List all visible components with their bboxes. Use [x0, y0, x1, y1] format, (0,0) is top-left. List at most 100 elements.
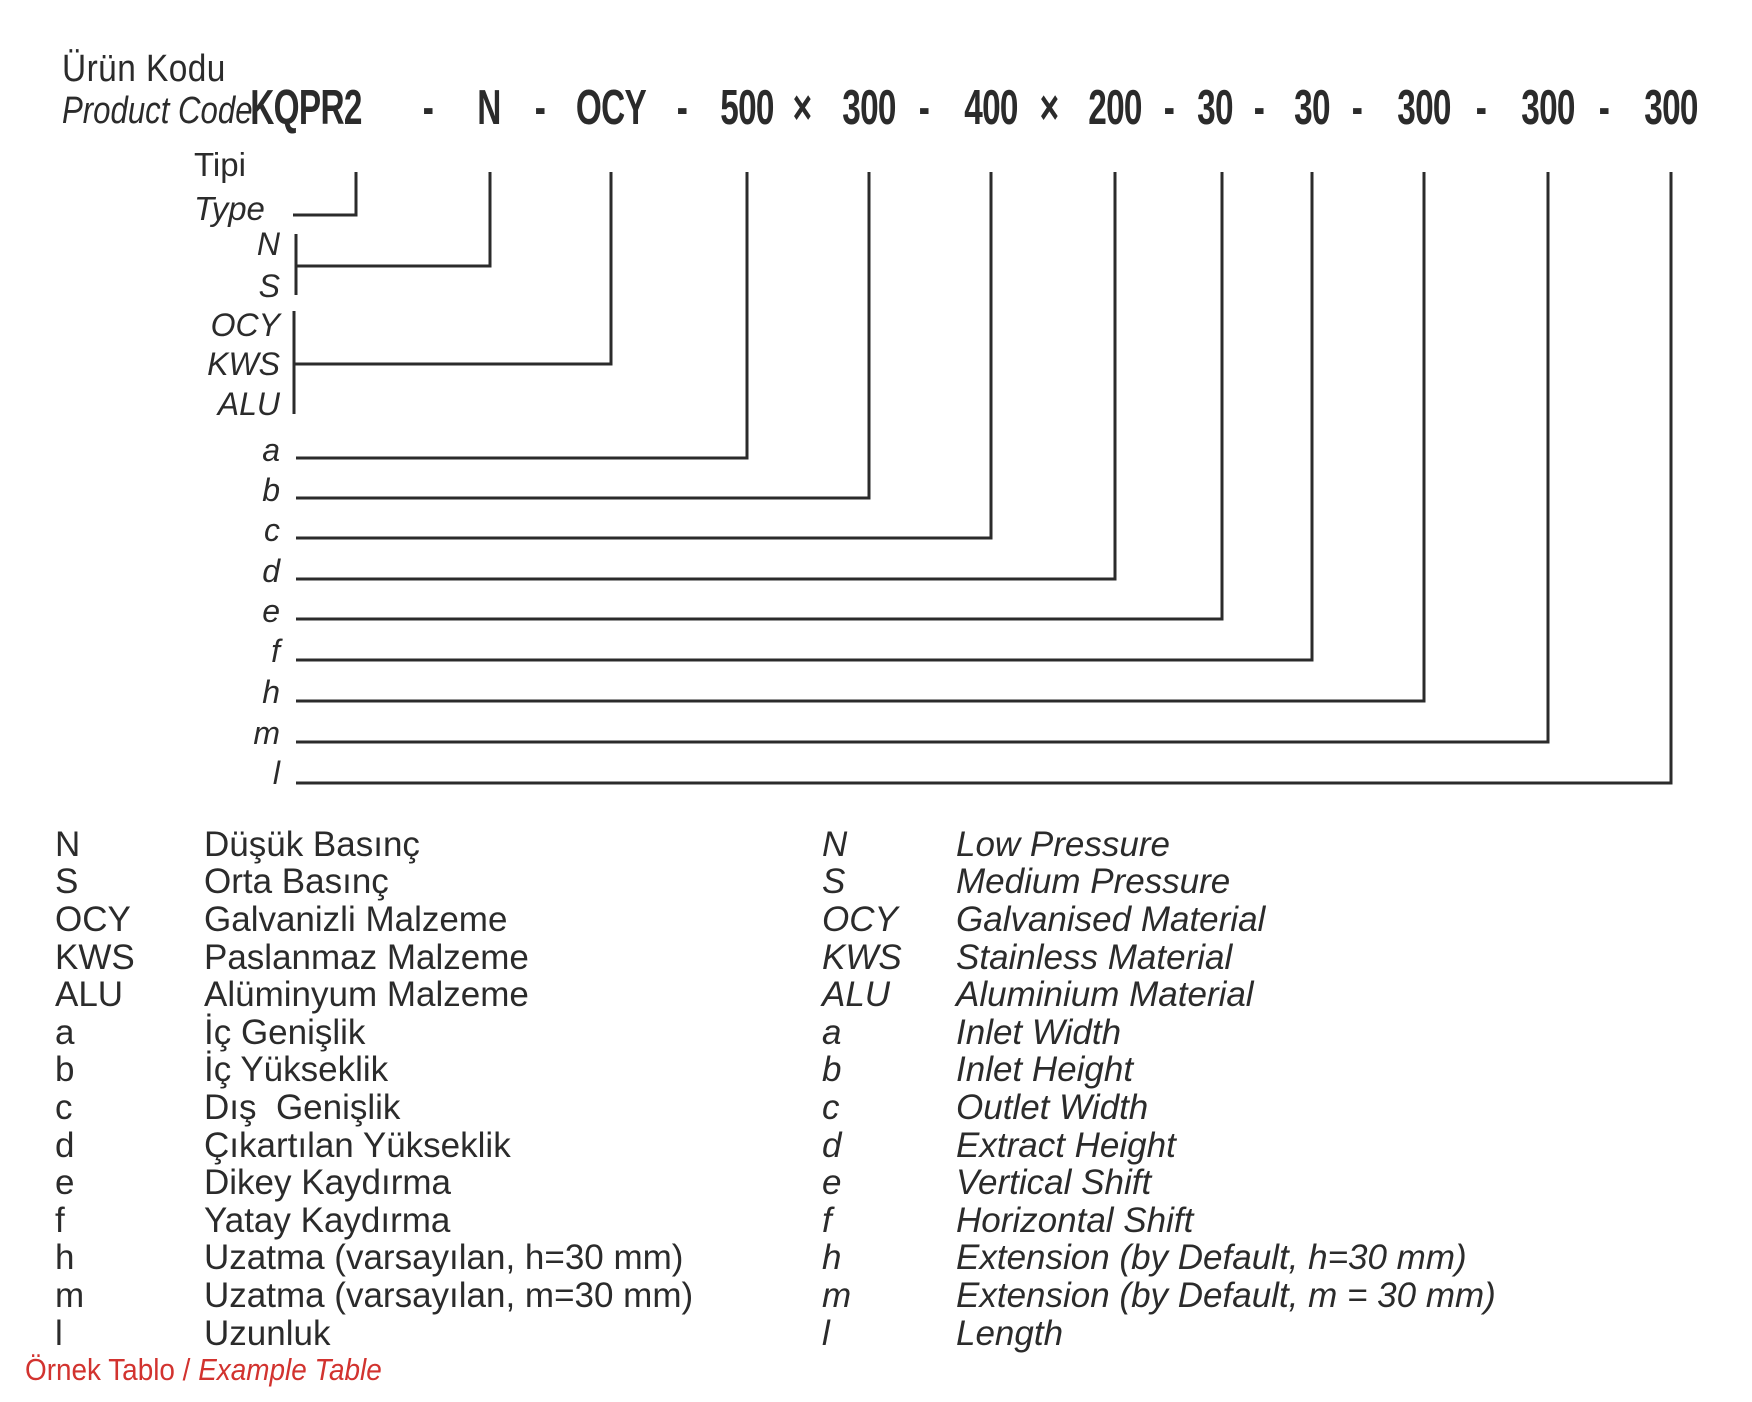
tree-label-S: S: [258, 268, 280, 304]
legend-row-f: f Horizontal Shift: [822, 1200, 1496, 1240]
legend-row-OCY: OCY Galvanised Material: [822, 899, 1496, 939]
legend-label-en: Stainless Material: [956, 937, 1233, 977]
caption-separator: /: [174, 1352, 199, 1387]
legend-row-l: l Uzunluk: [55, 1313, 693, 1353]
legend-row-a: a İç Genişlik: [55, 1012, 693, 1052]
tree-label-b: b: [262, 472, 280, 508]
legend-label-en: Vertical Shift: [956, 1163, 1152, 1203]
legend-label-en: Extract Height: [956, 1125, 1176, 1165]
type-label-turkish: Tipi: [194, 146, 246, 183]
code-segment: -: [1475, 81, 1487, 135]
legend-key: b: [55, 1050, 75, 1090]
caption-english: Example Table: [198, 1352, 382, 1387]
connector-e-branch: [296, 172, 1224, 621]
legend-label-tr: Uzunluk: [204, 1313, 331, 1353]
legend-turkish: N Düşük Basınç S Orta Basınç OCY Galvanizli M…: [55, 824, 694, 1353]
code-segment: 300: [1644, 81, 1698, 135]
connector-d-branch: [296, 172, 1117, 581]
connector-material-branch: [294, 172, 613, 366]
code-segment: 200: [1088, 81, 1142, 135]
code-segment: 300: [1521, 81, 1575, 135]
legend-key: l: [822, 1313, 830, 1353]
legend-label-en: Horizontal Shift: [956, 1200, 1194, 1240]
legend-key: h: [822, 1238, 842, 1278]
legend-key: OCY: [55, 899, 131, 939]
page-title-turkish: Ürün Kodu: [62, 48, 226, 90]
tree-label-ALU: ALU: [217, 386, 280, 422]
connector-b-branch: [296, 172, 871, 500]
legend-key: h: [55, 1238, 75, 1278]
code-segment: -: [918, 81, 930, 135]
code-segment: 30: [1197, 81, 1233, 135]
code-segment: -: [1163, 81, 1175, 135]
legend-key: d: [55, 1125, 75, 1165]
page-title-english: Product Code: [62, 90, 253, 132]
code-segment: 30: [1294, 81, 1330, 135]
tree-label-l: l: [272, 755, 280, 791]
legend-label-en: Galvanised Material: [956, 899, 1266, 939]
connector-c-branch: [296, 172, 993, 540]
legend-label-tr: İç Yükseklik: [204, 1050, 389, 1090]
connector-f-branch: [296, 172, 1314, 662]
code-segment: 300: [842, 81, 896, 135]
legend-label-en: Extension (by Default, h=30 mm): [956, 1238, 1467, 1278]
legend-key: KWS: [55, 937, 135, 977]
tree-label-N: N: [256, 226, 280, 262]
legend-label-tr: Düşük Basınç: [204, 824, 420, 864]
tree-label-KWS: KWS: [207, 346, 280, 382]
tree-label-d: d: [262, 553, 280, 589]
code-segment: 400: [964, 81, 1018, 135]
legend-key: c: [822, 1087, 840, 1127]
legend-row-S: S Orta Basınç: [55, 862, 693, 902]
legend-row-OCY: OCY Galvanizli Malzeme: [55, 899, 693, 939]
legend-key: b: [822, 1050, 842, 1090]
legend-row-N: N Düşük Basınç: [55, 824, 693, 864]
legend-label-en: Medium Pressure: [956, 862, 1231, 902]
legend-row-d: d Extract Height: [822, 1125, 1496, 1165]
legend-row-ALU: ALU Alüminyum Malzeme: [55, 975, 693, 1015]
legend-row-ALU: ALU Aluminium Material: [822, 975, 1496, 1015]
legend-key: ALU: [55, 975, 124, 1015]
tree-label-h: h: [262, 674, 280, 710]
legend-label-tr: Uzatma (varsayılan, m=30 mm): [204, 1275, 694, 1315]
code-segment: -: [1351, 81, 1363, 135]
legend-label-en: Extension (by Default, m = 30 mm): [956, 1275, 1496, 1315]
example-table-caption: Örnek Tablo / Example Table: [25, 1352, 382, 1388]
legend-key: f: [55, 1200, 65, 1240]
legend-key: N: [822, 824, 848, 864]
legend-label-en: Inlet Height: [956, 1050, 1134, 1090]
legend-row-c: c Outlet Width: [822, 1087, 1496, 1127]
legend-label-tr: Dikey Kaydırma: [204, 1163, 452, 1203]
legend-key: S: [55, 862, 79, 902]
legend-label-tr: Uzatma (varsayılan, h=30 mm): [204, 1238, 684, 1278]
legend-key: ALU: [822, 975, 891, 1015]
legend-row-f: f Yatay Kaydırma: [55, 1200, 693, 1240]
type-label-english: Type: [194, 190, 265, 227]
legend-row-e: e Dikey Kaydırma: [55, 1163, 693, 1203]
legend-row-m: m Uzatma (varsayılan, m=30 mm): [55, 1275, 694, 1315]
legend-key: OCY: [822, 899, 898, 939]
legend-label-tr: Galvanizli Malzeme: [204, 899, 508, 939]
legend-row-b: b Inlet Height: [822, 1050, 1496, 1090]
legend-key: a: [55, 1012, 75, 1052]
legend-row-d: d Çıkartılan Yükseklik: [55, 1125, 693, 1165]
code-segment: 300: [1397, 81, 1451, 135]
legend-label-en: Length: [956, 1313, 1064, 1353]
legend-label-tr: İç Genişlik: [204, 1012, 366, 1052]
code-segment: 500: [720, 81, 774, 135]
legend-key: a: [822, 1012, 842, 1052]
caption-turkish: Örnek Tablo: [25, 1352, 175, 1387]
tree-label-c: c: [264, 512, 280, 548]
code-segment: OCY: [575, 81, 647, 135]
legend-label-en: Inlet Width: [956, 1012, 1122, 1052]
code-segment: KQPR2: [250, 81, 362, 135]
tree-label-e: e: [262, 593, 280, 629]
legend-row-e: e Vertical Shift: [822, 1163, 1496, 1203]
legend-row-m: m Extension (by Default, m = 30 mm): [822, 1275, 1496, 1315]
legend-row-N: N Low Pressure: [822, 824, 1496, 864]
code-segment: ×: [1039, 81, 1059, 135]
tree-label-f: f: [271, 633, 280, 669]
